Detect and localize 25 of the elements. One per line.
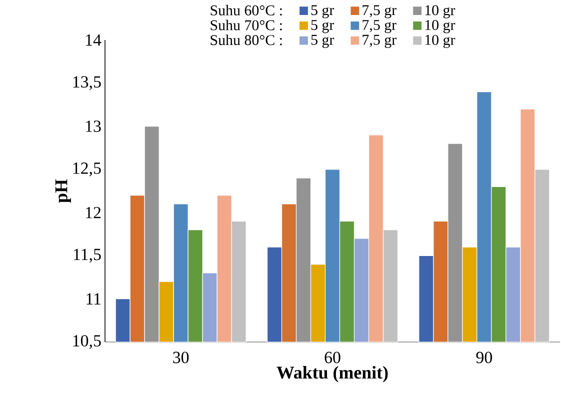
legend-label: 10 gr [425, 20, 456, 34]
x-tick-label: 60 [324, 352, 340, 364]
legend-label: 10 gr [425, 34, 456, 48]
legend-label: 7,5 gr [362, 5, 396, 18]
text: Suhu 60°C : [210, 4, 282, 16]
y-tick-label: 10,5 [73, 335, 101, 349]
y-tick-label: 11,5 [74, 248, 101, 263]
x-axis-title: Waktu (menit) [276, 366, 388, 382]
legend-label: 10 gr [425, 5, 456, 18]
y-tick-label: 11 [86, 293, 100, 304]
legend-label: 5 gr [311, 5, 334, 18]
legend-label: 5 gr [311, 20, 334, 34]
y-tick-label: 12,5 [73, 162, 101, 176]
legend-label: 7,5 gr [362, 20, 396, 34]
y-axis-title: pH [55, 179, 71, 203]
legend-label: 5 gr [311, 34, 334, 48]
text: Suhu 70°C : [210, 20, 282, 30]
legend-label: 7,5 gr [362, 34, 396, 48]
y-tick-label: 13 [86, 120, 101, 132]
y-tick-label: 14 [86, 34, 102, 46]
y-tick-label: 13,5 [73, 76, 101, 90]
x-tick-label: 30 [173, 352, 189, 364]
annotation: Suhu 80°C : [210, 34, 282, 46]
x-tick-label: 90 [476, 352, 492, 364]
y-tick-label: 12 [86, 206, 101, 218]
